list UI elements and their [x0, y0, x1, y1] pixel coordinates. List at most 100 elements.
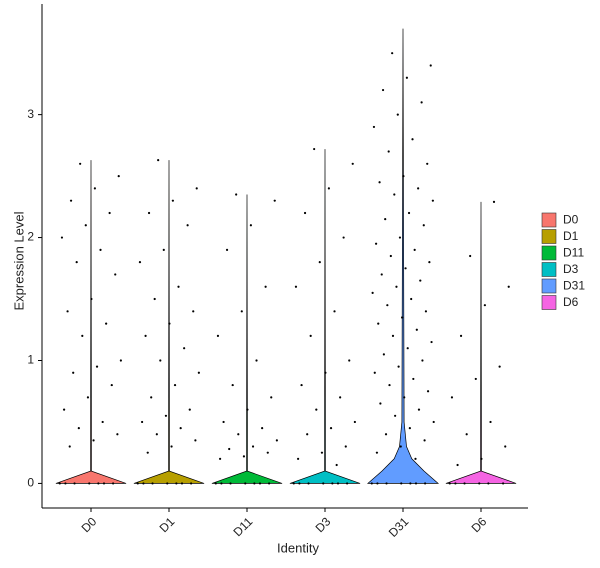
point: [105, 322, 108, 325]
violin: [55, 160, 127, 484]
point: [393, 193, 396, 196]
x-axis-label: Identity: [277, 540, 319, 555]
point: [412, 377, 415, 381]
point: [168, 322, 171, 325]
point: [117, 174, 120, 178]
point: [403, 396, 406, 399]
point: [79, 162, 82, 165]
point: [480, 457, 483, 460]
y-tick-label: 3: [27, 107, 34, 121]
point: [348, 359, 351, 362]
point: [188, 408, 191, 411]
point: [391, 334, 395, 338]
point: [415, 328, 418, 331]
point: [275, 439, 278, 442]
point: [372, 125, 376, 129]
point: [192, 310, 195, 313]
legend-label: D3: [563, 262, 579, 276]
violin: [445, 201, 517, 484]
point: [155, 433, 158, 436]
point: [396, 113, 399, 116]
point: [423, 439, 426, 442]
point: [159, 359, 162, 362]
point: [261, 426, 264, 430]
point: [60, 236, 64, 239]
legend-swatch: [541, 262, 557, 277]
point: [400, 482, 403, 485]
point: [300, 383, 303, 387]
point: [391, 52, 394, 55]
point: [336, 482, 340, 485]
point: [342, 236, 345, 239]
point: [431, 199, 434, 202]
point: [327, 187, 330, 190]
point: [93, 187, 96, 190]
point: [492, 200, 496, 204]
point: [318, 261, 321, 264]
point: [216, 334, 220, 338]
point: [374, 242, 378, 245]
point: [151, 482, 154, 485]
x-tick-label: D6: [469, 514, 490, 535]
legend-label: D31: [563, 279, 585, 293]
point: [411, 138, 414, 141]
point: [474, 377, 477, 381]
x-tick-label: D0: [79, 514, 100, 535]
point: [398, 236, 402, 239]
point: [402, 174, 405, 178]
point: [428, 261, 431, 264]
point: [394, 414, 397, 417]
point: [150, 396, 153, 399]
point: [119, 359, 122, 362]
point: [335, 463, 338, 467]
point: [298, 482, 301, 485]
point: [487, 482, 490, 485]
point: [77, 426, 80, 430]
point: [73, 482, 76, 485]
point: [142, 482, 145, 485]
point: [84, 224, 87, 227]
y-tick-label: 2: [27, 230, 34, 244]
point: [429, 64, 432, 67]
point: [408, 426, 411, 430]
point: [309, 334, 312, 338]
point: [322, 482, 325, 485]
point: [450, 396, 454, 399]
point: [166, 482, 169, 485]
point: [95, 365, 99, 368]
point: [386, 304, 389, 307]
point: [422, 224, 425, 227]
point: [483, 304, 486, 307]
point: [313, 147, 316, 151]
point: [454, 482, 457, 485]
point: [324, 371, 327, 374]
point: [246, 408, 249, 411]
y-tick-label: 1: [27, 353, 34, 367]
point: [353, 420, 356, 424]
point: [102, 482, 106, 485]
point: [81, 334, 84, 338]
point: [66, 310, 69, 313]
point: [225, 248, 229, 251]
point: [222, 420, 225, 424]
point: [405, 76, 408, 79]
violin: [289, 149, 361, 484]
point: [194, 439, 197, 442]
point: [179, 426, 182, 430]
point: [266, 451, 269, 454]
point: [183, 347, 186, 350]
point: [413, 248, 416, 251]
x-tick-label: D11: [231, 514, 256, 539]
point: [404, 267, 407, 270]
point: [498, 365, 501, 368]
point: [414, 457, 417, 460]
point: [469, 254, 472, 258]
legend-swatch: [541, 229, 557, 244]
point: [195, 187, 198, 190]
point: [270, 396, 273, 399]
point: [395, 285, 398, 288]
point: [351, 162, 354, 165]
point: [68, 445, 71, 448]
point: [423, 482, 427, 485]
point: [426, 390, 430, 393]
